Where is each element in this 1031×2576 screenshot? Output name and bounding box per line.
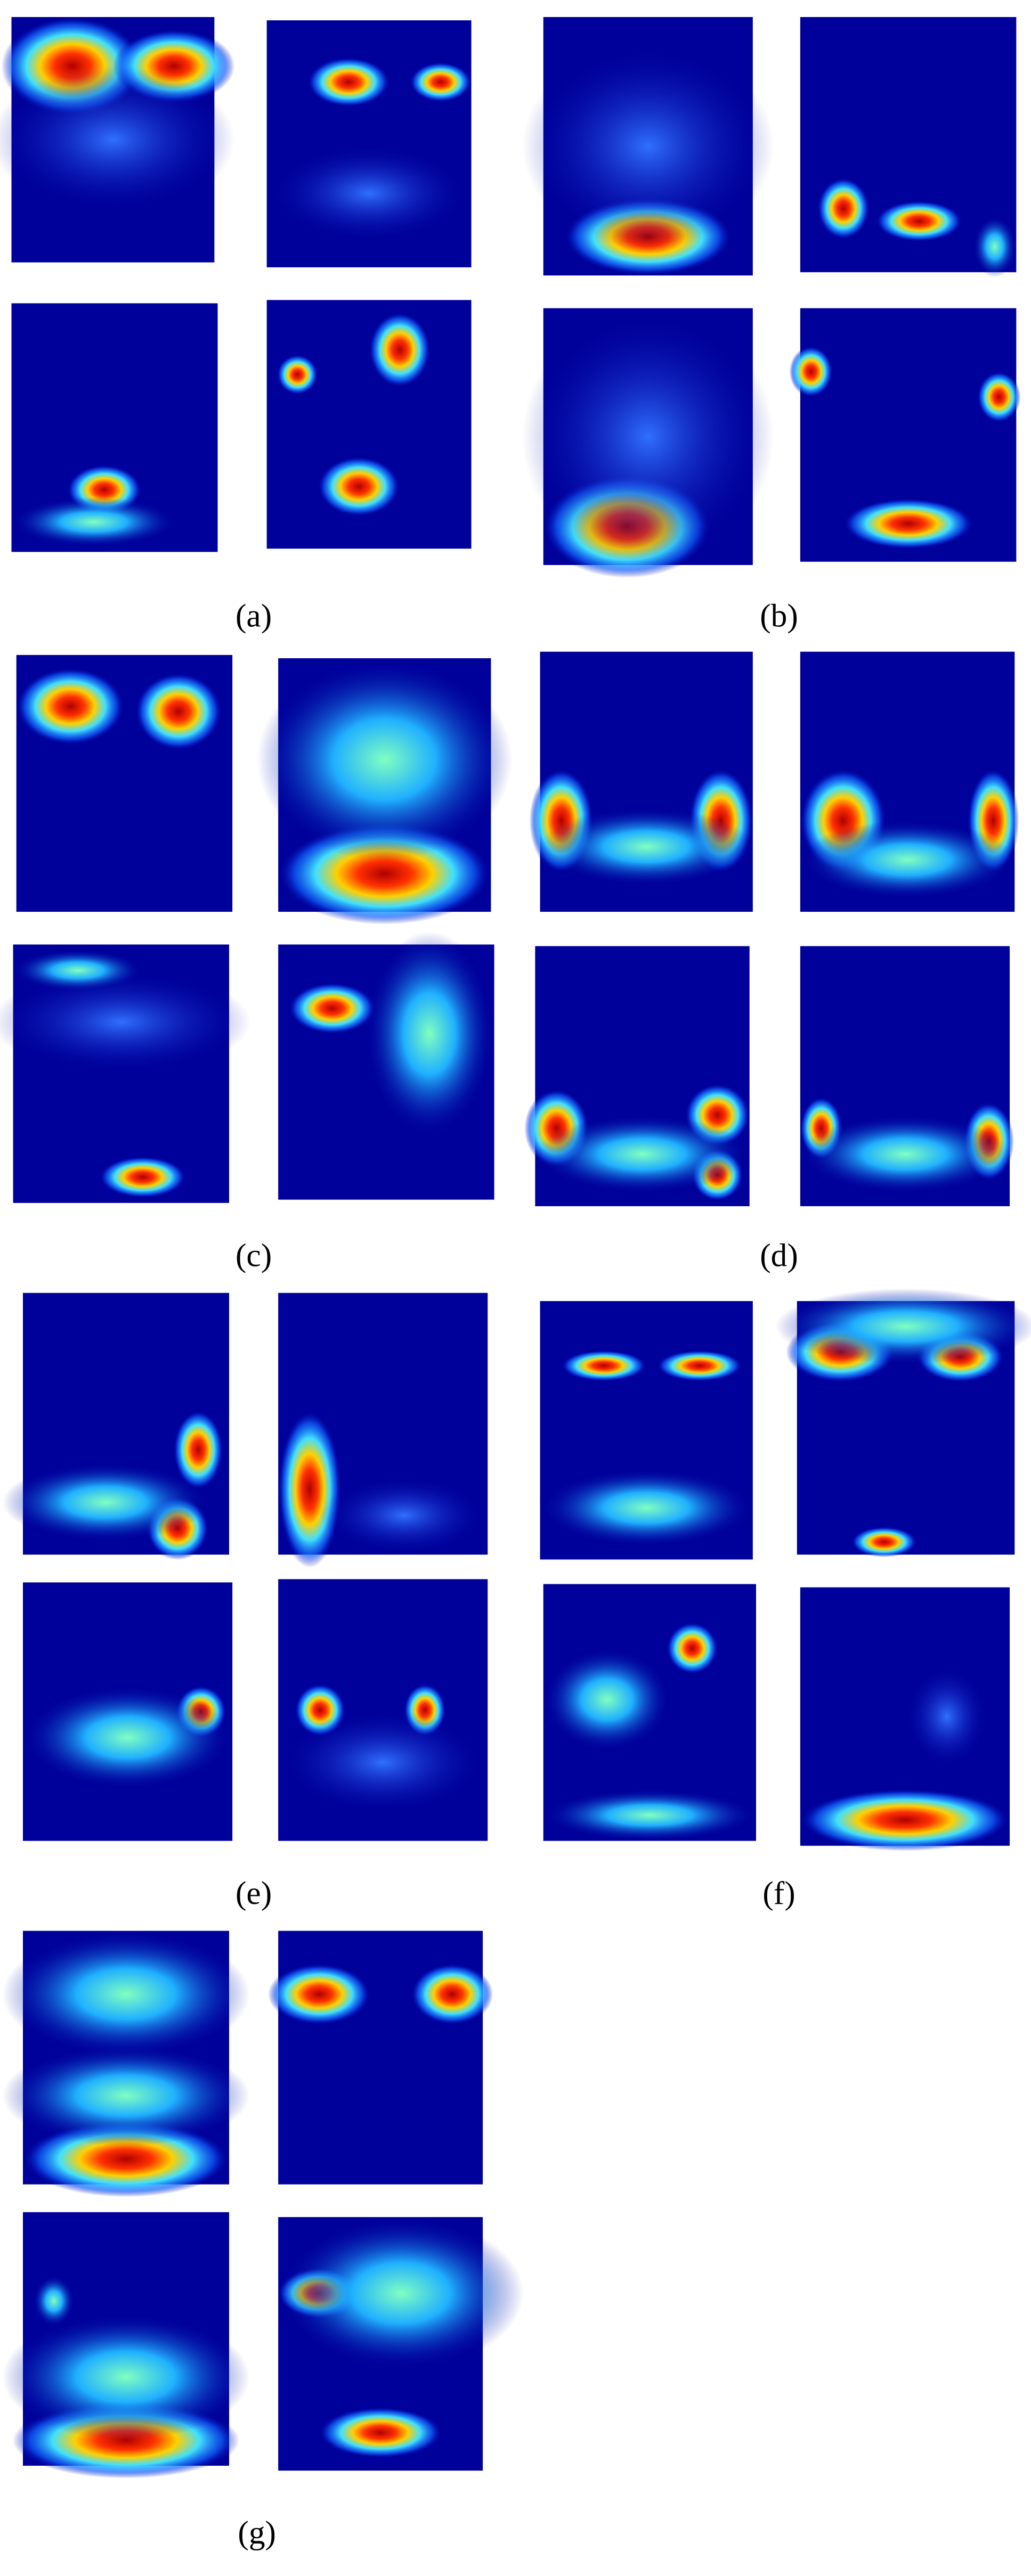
panel-caption: (c) bbox=[236, 1237, 272, 1273]
heatmap-blob bbox=[657, 1350, 742, 1381]
heatmap-blob bbox=[973, 216, 1017, 277]
heatmap-blob bbox=[0, 66, 235, 214]
panel-caption: (g) bbox=[238, 2515, 276, 2551]
heatmap-blob bbox=[23, 1686, 233, 1789]
heatmap-blob bbox=[173, 1410, 223, 1490]
heatmap-blob bbox=[135, 673, 222, 750]
heatmap-blob bbox=[522, 308, 774, 565]
heatmap-blob bbox=[13, 950, 143, 991]
heatmap-blob bbox=[278, 1410, 342, 1568]
panel-caption: (b) bbox=[760, 598, 798, 634]
panel-caption: (e) bbox=[236, 1875, 272, 1911]
heatmap-blob bbox=[307, 57, 389, 107]
heatmap-blob bbox=[875, 200, 962, 242]
heatmap-blob bbox=[2, 1931, 250, 2058]
heatmap-blob bbox=[320, 1476, 488, 1555]
heatmap-blob bbox=[535, 1115, 750, 1193]
panel-caption: (d) bbox=[760, 1237, 798, 1273]
heatmap-blob bbox=[775, 1288, 1031, 1365]
heatmap-blob bbox=[789, 346, 833, 397]
heatmap-blob bbox=[278, 1710, 488, 1815]
heatmap-blob bbox=[522, 43, 774, 250]
heatmap-blob bbox=[905, 1665, 989, 1769]
heatmap-blob bbox=[319, 2407, 442, 2458]
heatmap-blob bbox=[977, 371, 1021, 422]
heatmap-blob bbox=[540, 1469, 753, 1547]
heatmap-blob bbox=[266, 144, 472, 243]
heatmap-blob bbox=[410, 62, 472, 102]
heatmap-blob bbox=[2, 1463, 209, 1542]
heatmap-blob bbox=[800, 1115, 1010, 1193]
heatmap-blob bbox=[33, 2275, 75, 2327]
heatmap-blob bbox=[16, 667, 125, 745]
heatmap-blob bbox=[364, 931, 494, 1136]
heatmap-blob bbox=[267, 1964, 370, 2025]
heatmap-blob bbox=[540, 807, 753, 886]
heatmap-blob bbox=[11, 497, 177, 547]
heatmap-blob bbox=[278, 2217, 524, 2369]
heatmap-blob bbox=[257, 658, 513, 861]
heatmap-blob bbox=[289, 983, 376, 1034]
heatmap-blob bbox=[2, 2313, 250, 2441]
heatmap-blob bbox=[543, 1789, 756, 1841]
heatmap-blob bbox=[2, 2045, 250, 2147]
heatmap-blob bbox=[369, 312, 431, 387]
heatmap-blob bbox=[318, 456, 400, 517]
heatmap-blob bbox=[667, 1622, 718, 1674]
panel-caption: (f) bbox=[762, 1875, 795, 1911]
heatmap-blob bbox=[800, 1789, 1010, 1851]
heatmap-blob bbox=[561, 1350, 647, 1381]
panel-caption: (a) bbox=[236, 598, 272, 634]
heatmap-blob bbox=[800, 821, 1015, 899]
heatmap-blob bbox=[543, 1648, 671, 1751]
heatmap-blob bbox=[99, 1156, 186, 1198]
heatmap-blob bbox=[0, 970, 251, 1074]
heatmap-blob bbox=[817, 177, 870, 239]
heatmap-blob bbox=[277, 355, 318, 395]
heatmap-blob bbox=[411, 1964, 493, 2025]
heatmap-blob bbox=[851, 1526, 917, 1557]
heatmap-blob bbox=[843, 498, 973, 549]
